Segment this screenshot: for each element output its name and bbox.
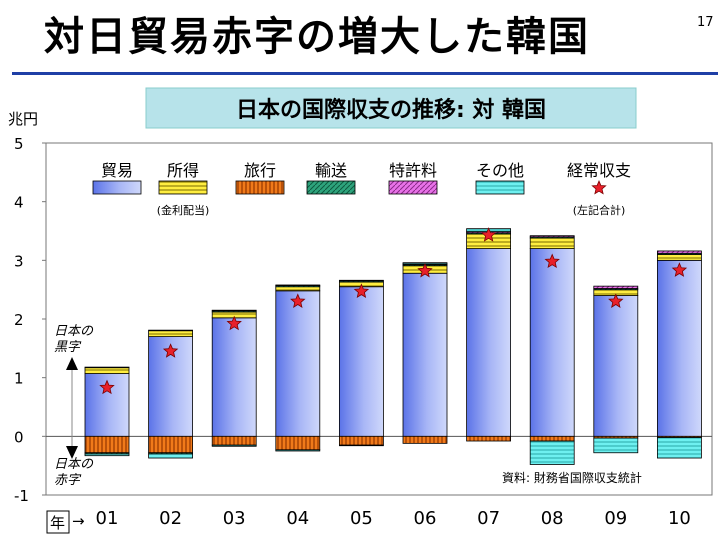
- current-account-star: [290, 293, 306, 308]
- page-title: 対日貿易赤字の増大した韓国: [44, 14, 590, 60]
- bar-貿易: [338, 286, 384, 437]
- x-tick-label: 05: [350, 508, 373, 529]
- y-tick-label: 0: [14, 428, 24, 446]
- chart-title-box: [145, 87, 637, 129]
- x-tick-label: 09: [604, 508, 627, 529]
- up-arrow-head: [66, 357, 78, 370]
- bar-旅行: [211, 435, 257, 446]
- bar-貿易: [402, 272, 448, 437]
- bar-その他: [275, 449, 321, 452]
- title-divider: [12, 72, 718, 75]
- bar-特許料: [338, 279, 384, 282]
- x-tick-label: 01: [96, 508, 119, 529]
- surplus-annotation: 日本の黒字: [54, 324, 94, 355]
- bar-貿易: [657, 259, 702, 437]
- bar-その他: [593, 437, 639, 454]
- bar-所得: [148, 330, 194, 338]
- bar-特許料: [148, 329, 194, 332]
- bar-所得: [657, 254, 702, 261]
- y-tick-label: 3: [14, 252, 24, 270]
- bar-旅行: [148, 435, 194, 454]
- legend-note: (金利配当): [157, 203, 210, 217]
- bar-所得: [84, 367, 130, 374]
- legend-label: 輸送: [315, 161, 347, 180]
- legend-swatch: [158, 180, 208, 195]
- bar-その他: [657, 437, 702, 459]
- bar-貿易: [275, 290, 321, 437]
- legend-note: (左記合計): [573, 203, 626, 217]
- current-account-star: [608, 293, 624, 308]
- bar-貿易: [466, 248, 512, 437]
- current-account-star: [417, 262, 433, 278]
- page-number: 17: [697, 15, 714, 30]
- bar-特許料: [593, 285, 639, 289]
- chart-title: 日本の国際収支の推移: 対 韓国: [236, 97, 546, 123]
- bar-その他: [84, 453, 130, 457]
- bar-特許料: [84, 366, 130, 369]
- legend-swatch: [306, 180, 356, 195]
- current-account-star: [99, 379, 115, 395]
- bar-旅行: [84, 435, 130, 454]
- legend-label: 所得: [167, 161, 199, 180]
- year-prefix: 年: [50, 514, 65, 532]
- source-note: 資料: 財務省国際収支統計: [502, 470, 642, 485]
- current-account-star: [226, 315, 242, 331]
- current-account-star: [671, 262, 688, 277]
- legend-label: 貿易: [101, 161, 133, 180]
- bar-貿易: [211, 317, 257, 437]
- surplus-annotation-line: 黒字: [54, 339, 82, 355]
- x-tick-label: 06: [414, 508, 437, 529]
- down-arrow-head: [66, 446, 78, 459]
- legend-swatch: [235, 180, 285, 195]
- legend-label: 経常収支: [567, 161, 631, 180]
- y-tick-label: 1: [14, 370, 24, 388]
- y-tick-label: 5: [14, 135, 24, 153]
- x-tick-label: 10: [668, 508, 691, 529]
- bar-貿易: [529, 248, 575, 437]
- current-account-star: [353, 283, 370, 298]
- bar-旅行: [402, 435, 448, 444]
- bar-旅行: [466, 435, 512, 442]
- legend-label: その他: [476, 161, 524, 180]
- bar-貿易: [593, 295, 639, 437]
- legend-label: 旅行: [244, 161, 276, 180]
- current-account-star: [480, 227, 497, 242]
- x-tick-label: 04: [286, 508, 309, 529]
- current-account-star: [544, 253, 560, 269]
- deficit-annotation-line: 日本の: [54, 457, 94, 472]
- bar-旅行: [275, 435, 321, 451]
- bar-特許料: [211, 309, 257, 312]
- deficit-annotation: 日本の赤字: [54, 457, 94, 488]
- current-account-star: [162, 343, 179, 358]
- bar-その他: [211, 444, 257, 447]
- x-tick-label: 03: [223, 508, 246, 529]
- y-tick-label: -1: [14, 487, 29, 505]
- bar-旅行: [529, 435, 575, 442]
- legend-swatch: [388, 180, 438, 195]
- surplus-annotation-line: 日本の: [54, 324, 94, 339]
- x-tick-label: 07: [477, 508, 500, 529]
- bar-特許料: [529, 235, 575, 238]
- x-tick-label: 02: [159, 508, 182, 529]
- legend-swatch: [475, 180, 525, 195]
- year-box: [46, 510, 70, 534]
- bar-その他: [148, 453, 194, 459]
- x-tick-label: 08: [541, 508, 564, 529]
- y-tick-label: 4: [14, 194, 24, 212]
- bar-特許料: [275, 284, 321, 286]
- bar-旅行: [338, 435, 384, 446]
- legend-label: 特許料: [389, 161, 437, 180]
- bar-特許料: [657, 250, 702, 254]
- year-arrow: →: [72, 512, 85, 530]
- bar-その他: [338, 444, 384, 447]
- deficit-annotation-line: 赤字: [54, 472, 82, 488]
- y-axis-label: 兆円: [8, 110, 38, 128]
- bar-所得: [529, 237, 575, 249]
- bar-所得: [275, 286, 321, 292]
- y-tick-label: 2: [14, 311, 24, 329]
- legend-star: [591, 179, 607, 195]
- legend-swatch: [92, 180, 142, 195]
- bar-その他: [529, 440, 575, 465]
